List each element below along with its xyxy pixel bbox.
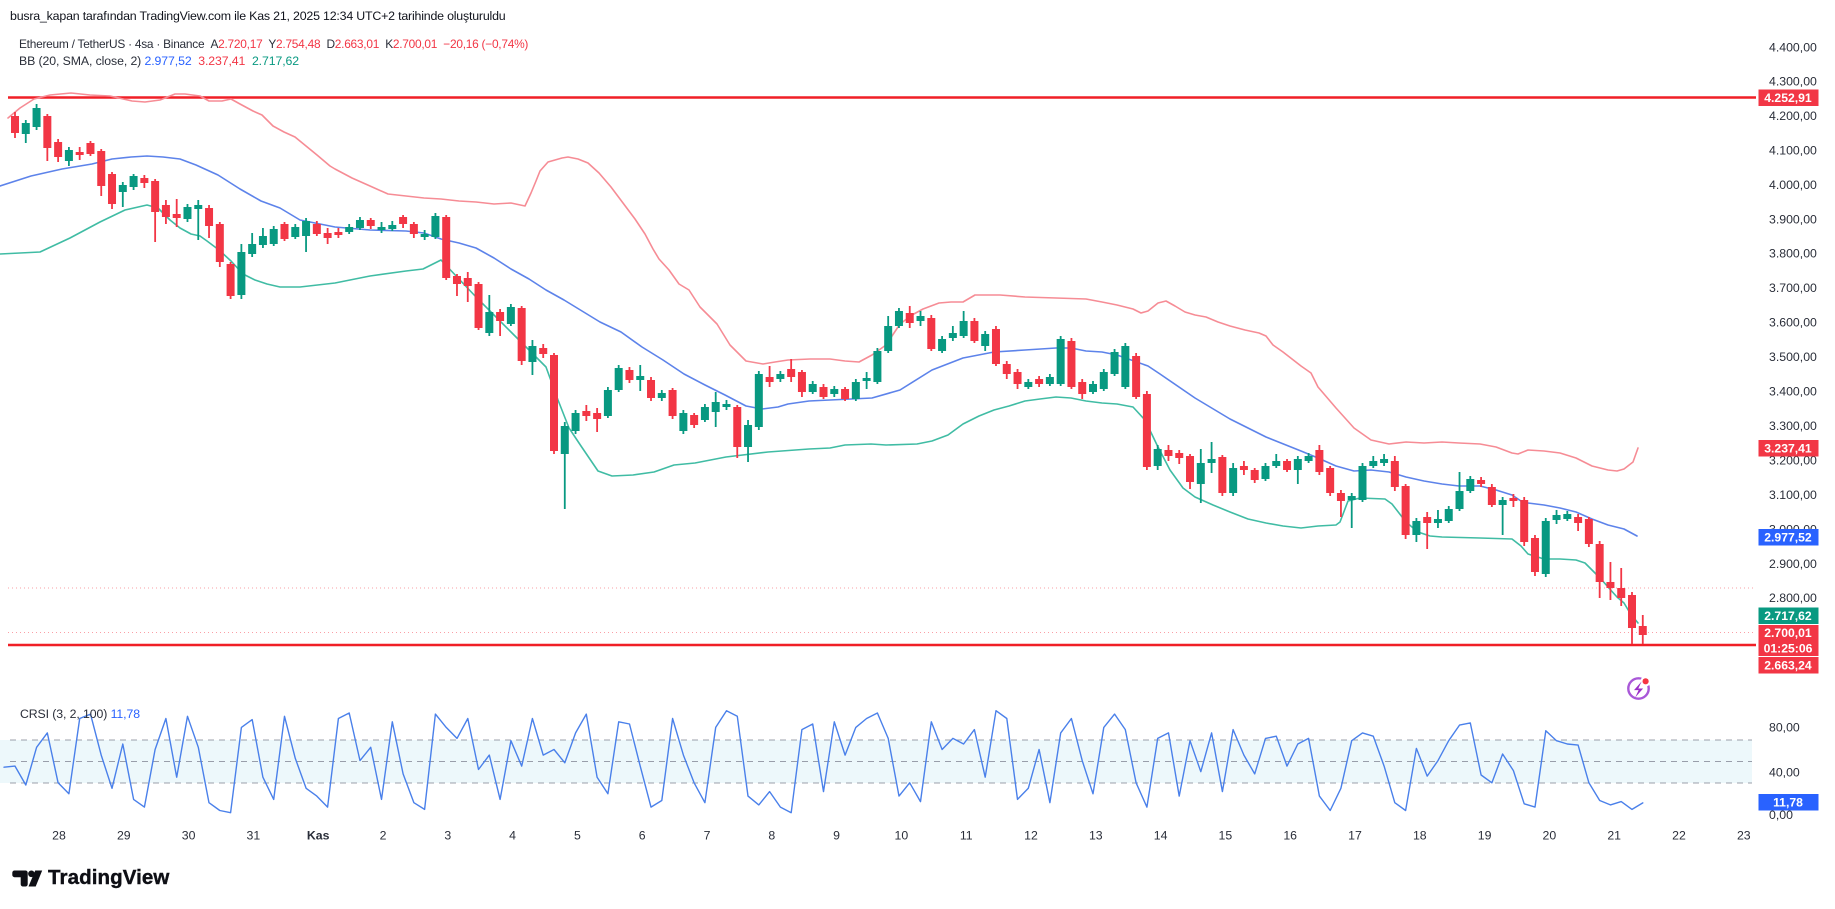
- svg-text:21: 21: [1607, 829, 1621, 843]
- svg-text:4.400,00: 4.400,00: [1769, 40, 1817, 54]
- svg-text:11,78: 11,78: [1773, 796, 1803, 810]
- svg-text:4.200,00: 4.200,00: [1769, 109, 1817, 123]
- svg-text:2.663,24: 2.663,24: [1764, 659, 1812, 673]
- svg-text:6: 6: [639, 829, 646, 843]
- svg-text:30: 30: [182, 829, 196, 843]
- svg-text:8: 8: [768, 829, 775, 843]
- svg-text:29: 29: [117, 829, 131, 843]
- svg-text:01:25:06: 01:25:06: [1764, 642, 1813, 656]
- svg-text:9: 9: [833, 829, 840, 843]
- svg-text:7: 7: [704, 829, 711, 843]
- svg-text:17: 17: [1348, 829, 1362, 843]
- svg-text:2.717,62: 2.717,62: [1764, 609, 1812, 623]
- svg-text:3.900,00: 3.900,00: [1769, 212, 1817, 226]
- svg-text:2.800,00: 2.800,00: [1769, 591, 1817, 605]
- svg-text:3.600,00: 3.600,00: [1769, 316, 1817, 330]
- svg-text:28: 28: [52, 829, 66, 843]
- svg-text:16: 16: [1283, 829, 1297, 843]
- svg-text:13: 13: [1089, 829, 1103, 843]
- svg-text:20: 20: [1543, 829, 1557, 843]
- svg-text:22: 22: [1672, 829, 1686, 843]
- svg-text:3: 3: [444, 829, 451, 843]
- svg-text:0,00: 0,00: [1769, 808, 1793, 822]
- svg-text:2: 2: [380, 829, 387, 843]
- svg-text:2.900,00: 2.900,00: [1769, 557, 1817, 571]
- svg-text:40,00: 40,00: [1769, 765, 1800, 779]
- svg-text:3.500,00: 3.500,00: [1769, 350, 1817, 364]
- svg-text:80,00: 80,00: [1769, 721, 1800, 735]
- svg-text:4: 4: [509, 829, 516, 843]
- svg-text:3.200,00: 3.200,00: [1769, 453, 1817, 467]
- svg-text:4.100,00: 4.100,00: [1769, 143, 1817, 157]
- svg-text:Kas: Kas: [307, 829, 330, 843]
- svg-text:3.237,41: 3.237,41: [1764, 441, 1812, 455]
- svg-text:4.300,00: 4.300,00: [1769, 74, 1817, 88]
- svg-text:3.700,00: 3.700,00: [1769, 281, 1817, 295]
- svg-text:4.000,00: 4.000,00: [1769, 178, 1817, 192]
- svg-text:2.700,01: 2.700,01: [1764, 626, 1812, 640]
- svg-text:31: 31: [247, 829, 261, 843]
- svg-text:3.800,00: 3.800,00: [1769, 247, 1817, 261]
- svg-text:3.300,00: 3.300,00: [1769, 419, 1817, 433]
- svg-text:14: 14: [1154, 829, 1168, 843]
- svg-text:11: 11: [960, 829, 973, 843]
- svg-text:5: 5: [574, 829, 581, 843]
- svg-text:18: 18: [1413, 829, 1427, 843]
- svg-text:12: 12: [1024, 829, 1038, 843]
- svg-text:2.977,52: 2.977,52: [1764, 531, 1812, 545]
- svg-text:15: 15: [1219, 829, 1233, 843]
- svg-text:3.100,00: 3.100,00: [1769, 488, 1817, 502]
- svg-text:23: 23: [1737, 829, 1751, 843]
- svg-text:10: 10: [895, 829, 909, 843]
- svg-text:19: 19: [1478, 829, 1492, 843]
- svg-text:3.400,00: 3.400,00: [1769, 385, 1817, 399]
- svg-text:4.252,91: 4.252,91: [1764, 91, 1812, 105]
